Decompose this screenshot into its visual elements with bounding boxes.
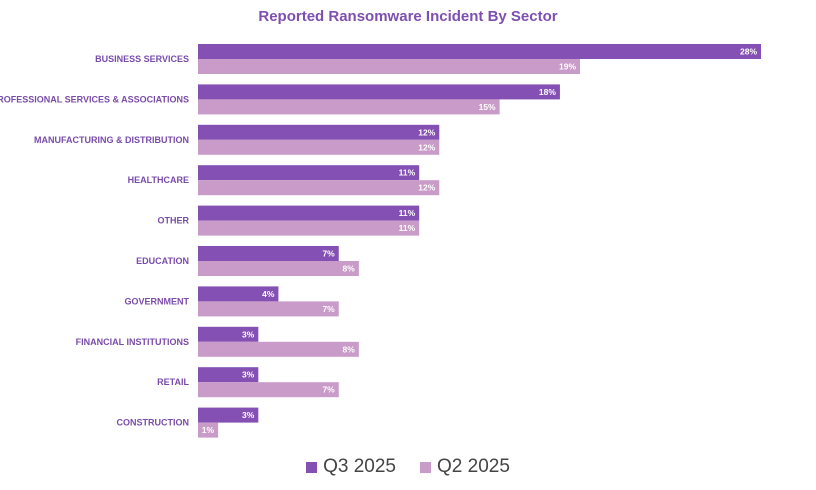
legend-label-q2: Q2 2025 — [437, 456, 510, 477]
bar-chart: BUSINESS SERVICES 28% 19% PROFESSIONAL SERV… — [0, 44, 761, 438]
legend-item-q2: Q2 2025 — [420, 456, 510, 478]
category-label-business-services: BUSINESS SERVICES — [95, 54, 189, 64]
data-label-q2-2025-construction: 1% — [202, 425, 215, 435]
bar-q3-2025-professional-services-and-associations — [198, 84, 560, 100]
category-label-manufacturing-and-distribution: MANUFACTURING & DISTRIBUTION — [34, 135, 189, 145]
bar-q2-2025-healthcare — [198, 180, 440, 196]
bar-q3-2025-government — [198, 286, 279, 302]
data-label-q2-2025-financial-institutions: 8% — [343, 344, 356, 354]
bar-q3-2025-education — [198, 246, 339, 261]
data-label-q3-2025-other: 11% — [399, 208, 416, 218]
bar-q3-2025-retail — [198, 367, 259, 383]
bar-q2-2025-other — [198, 220, 420, 236]
data-label-q2-2025-government: 7% — [322, 304, 335, 314]
legend-swatch-q2 — [420, 461, 431, 473]
data-label-q2-2025-professional-services-and-associations: 15% — [479, 102, 496, 112]
category-label-healthcare: HEALTHCARE — [128, 175, 189, 185]
data-label-q2-2025-education: 8% — [343, 264, 356, 274]
bar-q3-2025-healthcare — [198, 165, 420, 181]
legend: Q3 2025 Q2 2025 — [0, 456, 816, 478]
category-label-construction: CONSTRUCTION — [117, 418, 190, 428]
data-label-q3-2025-government: 4% — [262, 289, 275, 299]
data-label-q3-2025-education: 7% — [322, 249, 335, 259]
data-label-q2-2025-retail: 7% — [322, 385, 335, 395]
data-label-q3-2025-financial-institutions: 3% — [242, 329, 255, 339]
category-label-government: GOVERNMENT — [124, 296, 189, 306]
data-label-q3-2025-healthcare: 11% — [399, 168, 416, 178]
bar-q2-2025-financial-institutions — [198, 341, 359, 357]
bar-q2-2025-construction — [198, 422, 219, 438]
data-label-q3-2025-construction: 3% — [242, 410, 255, 420]
data-label-q3-2025-manufacturing-and-distribution: 12% — [418, 127, 435, 137]
legend-swatch-q3 — [306, 461, 318, 473]
data-label-q2-2025-other: 11% — [399, 223, 416, 233]
category-label-education: EDUCATION — [136, 256, 189, 266]
bar-q2-2025-business-services — [198, 59, 581, 74]
bar-q3-2025-construction — [198, 407, 259, 423]
category-label-financial-institutions: FINANCIAL INSTITUTIONS — [76, 337, 189, 347]
bar-q3-2025-financial-institutions — [198, 326, 259, 342]
bar-q2-2025-professional-services-and-associations — [198, 99, 500, 115]
bar-q2-2025-government — [198, 301, 339, 317]
data-label-q2-2025-healthcare: 12% — [418, 183, 435, 193]
category-label-professional-services-and-associations: PROFESSIONAL SERVICES & ASSOCIATIONS — [0, 94, 189, 104]
legend-item-q3: Q3 2025 — [306, 456, 396, 478]
bar-q2-2025-retail — [198, 382, 339, 398]
bar-q3-2025-other — [198, 205, 420, 221]
data-label-q2-2025-business-services: 19% — [559, 62, 576, 72]
data-label-q3-2025-retail: 3% — [242, 370, 255, 380]
data-label-q3-2025-business-services: 28% — [740, 47, 757, 57]
data-label-q3-2025-professional-services-and-associations: 18% — [539, 87, 556, 97]
bar-q3-2025-manufacturing-and-distribution — [198, 124, 440, 140]
bar-q2-2025-manufacturing-and-distribution — [198, 139, 440, 155]
bar-q2-2025-education — [198, 261, 359, 276]
category-label-retail: RETAIL — [157, 377, 189, 387]
category-label-other: OTHER — [158, 216, 190, 226]
legend-label-q3: Q3 2025 — [323, 456, 396, 477]
chart-title: Reported Ransomware Incident By Sector — [258, 8, 558, 25]
bar-q3-2025-business-services — [198, 44, 761, 59]
data-label-q2-2025-manufacturing-and-distribution: 12% — [418, 142, 435, 152]
